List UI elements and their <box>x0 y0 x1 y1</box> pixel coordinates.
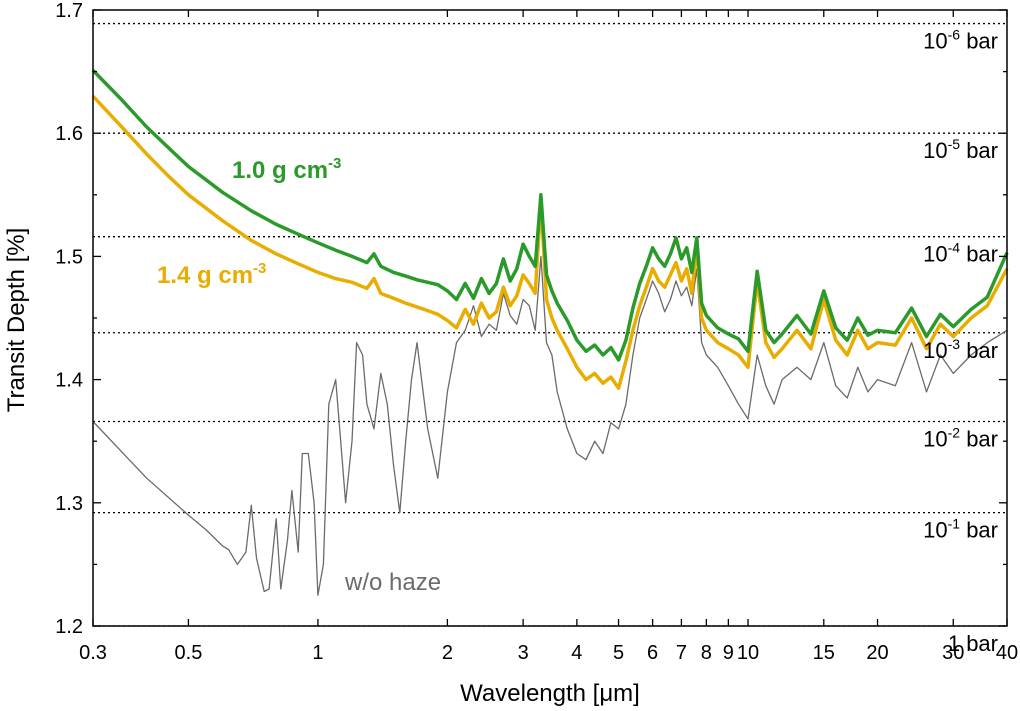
x-tick-label: 0.3 <box>79 642 107 664</box>
x-tick-label: 20 <box>866 642 888 664</box>
x-tick-label: 9 <box>723 642 734 664</box>
x-tick-label: 6 <box>647 642 658 664</box>
y-axis-title: Transit Depth [%] <box>3 228 30 413</box>
x-tick-label: 10 <box>737 642 759 664</box>
x-axis-title: Wavelength [μm] <box>460 680 640 707</box>
pressure-label: 10-6 bar <box>923 27 998 54</box>
series-label-1: 1.4 g cm-3 <box>157 260 266 289</box>
pressure-label: 10-3 bar <box>923 336 998 363</box>
x-tick-label: 5 <box>613 642 624 664</box>
x-tick-label: 4 <box>571 642 582 664</box>
x-tick-label: 30 <box>942 642 964 664</box>
pressure-label: 10-1 bar <box>923 516 998 543</box>
plot-frame <box>92 9 1008 627</box>
y-tick-label: 1.6 <box>55 123 83 145</box>
axis-ticks: 0.3 0.5 1 2 3 4 5 6 7 8 9 10 15 20 30 40 1.2 1.3 1.4 1.5 1.6… <box>55 0 1018 664</box>
series-label-0: w/o haze <box>344 569 441 596</box>
series-line-1 <box>91 95 1009 390</box>
mu-glyph: μ <box>599 680 613 707</box>
pressure-label: 10-5 bar <box>923 136 998 163</box>
x-tick-label: 7 <box>676 642 687 664</box>
x-tick-label: 0.5 <box>175 642 203 664</box>
x-tick-label: 3 <box>518 642 529 664</box>
pressure-level-lines <box>93 22 1007 627</box>
pressure-level-labels: 10-6 bar 10-5 bar 10-4 bar 10-3 bar 10-2 bar… <box>923 27 998 656</box>
series-line-2 <box>91 69 1009 362</box>
x-tick-label: 15 <box>813 642 835 664</box>
x-tick-label: 40 <box>996 642 1018 664</box>
y-tick-label: 1.3 <box>55 493 83 515</box>
series-labels: w/o haze 1.4 g cm-3 1.0 g cm-3 <box>157 155 441 596</box>
pressure-label: 10-4 bar <box>923 240 998 267</box>
x-tick-label: 1 <box>312 642 323 664</box>
series-line-0 <box>92 255 1008 596</box>
pressure-label: 10-2 bar <box>923 424 998 451</box>
y-tick-label: 1.2 <box>55 616 83 638</box>
pressure-label: 1 bar <box>948 631 998 656</box>
x-tick-label: 2 <box>442 642 453 664</box>
y-tick-label: 1.5 <box>55 246 83 268</box>
series-label-2: 1.0 g cm-3 <box>232 155 341 184</box>
x-tick-label: 8 <box>701 642 712 664</box>
spectra-series <box>91 69 1009 596</box>
y-tick-label: 1.4 <box>55 370 83 392</box>
y-tick-label: 1.7 <box>55 0 83 22</box>
